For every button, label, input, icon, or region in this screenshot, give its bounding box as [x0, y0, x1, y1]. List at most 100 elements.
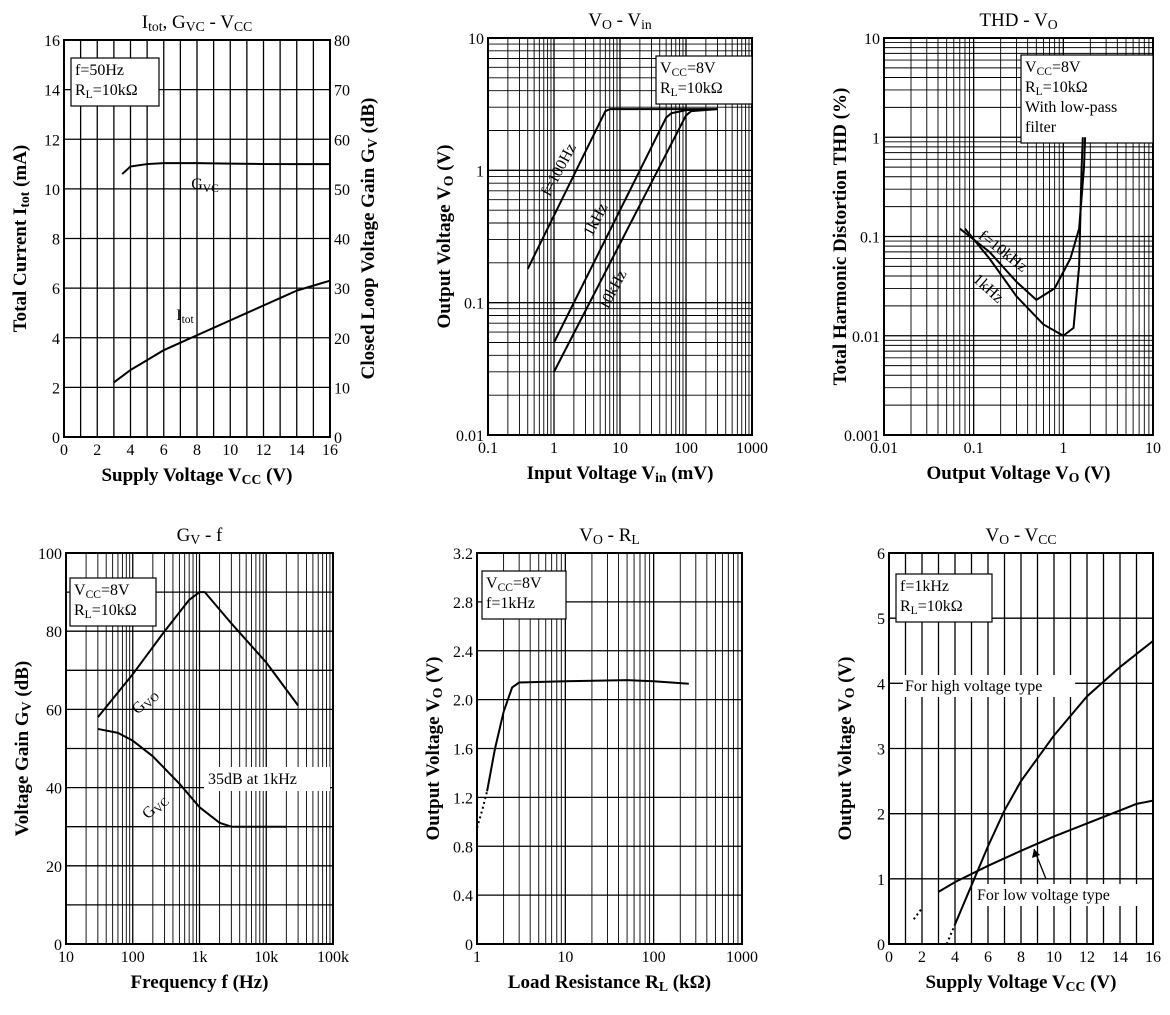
- plot-frame: [63, 39, 331, 438]
- chart-title: VO​ - RL​: [579, 525, 639, 547]
- y-axis-label: Output Voltage VO​ (V): [423, 657, 445, 841]
- annotation-bg: [903, 675, 1076, 697]
- y2-tick-label: 60: [334, 132, 350, 149]
- y-tick-label: 8: [52, 232, 60, 249]
- x-tick-label: 100: [121, 949, 145, 966]
- y-tick-label: 0.8: [453, 839, 473, 856]
- y-tick-label: 2: [52, 380, 60, 397]
- condition-text: f=50Hz: [75, 62, 124, 79]
- chart-itot-gvc-vcc: f=50HzRL​=10kΩ02468101214160246810121416…: [10, 12, 380, 487]
- x-tick-label: 2: [93, 442, 101, 459]
- y-tick-label: 0: [465, 937, 473, 954]
- x-tick-label: 6: [984, 949, 992, 966]
- chart-title: Itot​, GVC​ - VCC​: [142, 12, 252, 34]
- y2-tick-label: 30: [334, 281, 350, 298]
- series-line: [553, 108, 706, 343]
- annotation-bg: [975, 884, 1139, 906]
- y-tick-label: 40: [46, 781, 62, 798]
- y-tick-label: 0.4: [453, 888, 473, 905]
- y-tick-label: 2.4: [453, 644, 473, 661]
- y-tick-label: 12: [44, 132, 60, 149]
- x-tick-label: 6: [160, 442, 168, 459]
- plot-frame: [888, 552, 1154, 945]
- annotation-bg: [204, 767, 330, 791]
- chart-title: THD - VO​: [979, 10, 1057, 32]
- conditions-box: [70, 57, 160, 107]
- x-tick-label: 10: [1046, 949, 1062, 966]
- series-line: [553, 108, 718, 373]
- x-tick-label: 100: [642, 949, 666, 966]
- x-axis-label: Output Voltage VO​ (V): [927, 463, 1111, 485]
- y-tick-label: 1.2: [453, 790, 473, 807]
- series-line-dashed: [912, 907, 923, 920]
- conditions-box: [895, 573, 993, 623]
- annotation-label: GVO​: [129, 686, 162, 719]
- annotation-label: 10kHz: [596, 267, 631, 313]
- x-tick-label: 0.1: [478, 440, 498, 457]
- y-tick-label: 10: [468, 31, 484, 48]
- x-axis-label: Input Voltage Vin​ (mV): [527, 463, 714, 485]
- y-tick-label: 0.1: [464, 296, 484, 313]
- x-tick-label: 1000: [736, 440, 768, 457]
- chart-title: GV​ - f: [177, 525, 223, 547]
- y2-tick-label: 0: [334, 430, 342, 447]
- y-tick-label: 0: [52, 430, 60, 447]
- series-line: [97, 727, 287, 828]
- y-tick-label: 1: [872, 130, 880, 147]
- condition-text: f=1kHz: [900, 578, 949, 595]
- series-line: [113, 279, 331, 384]
- y-tick-label: 14: [44, 83, 60, 100]
- chart-title: VO​ - Vin​: [588, 10, 652, 32]
- y-tick-label: 0.1: [860, 230, 880, 247]
- chart-vo-vin: VCC​=8VRL​=10kΩ0.111010010000.010.1110VO…: [434, 10, 768, 485]
- y2-tick-label: 10: [334, 380, 350, 397]
- x-tick-label: 0: [885, 949, 893, 966]
- y-tick-label: 80: [46, 624, 62, 641]
- x-tick-label: 14: [1112, 949, 1128, 966]
- x-tick-label: 2: [918, 949, 926, 966]
- condition-text: RL​=10kΩ: [660, 80, 723, 99]
- y-tick-label: 10: [864, 31, 880, 48]
- x-axis-label: Supply Voltage VCC​ (V): [925, 972, 1116, 994]
- condition-text: RL​=10kΩ: [75, 82, 138, 101]
- x-tick-label: 1: [473, 949, 481, 966]
- series-line: [486, 679, 689, 792]
- annotation-label: 35dB at 1kHz: [208, 771, 297, 788]
- x-tick-label: 0: [60, 442, 68, 459]
- y-tick-label: 3: [877, 742, 885, 759]
- y-tick-label: 3.2: [453, 546, 473, 563]
- y-tick-label: 0.01: [852, 329, 880, 346]
- x-tick-label: 10: [222, 442, 238, 459]
- y-tick-label: 10: [44, 182, 60, 199]
- y2-tick-label: 50: [334, 182, 350, 199]
- y-tick-label: 0: [54, 937, 62, 954]
- y-tick-label: 1: [877, 872, 885, 889]
- x-tick-label: 0.01: [870, 440, 898, 457]
- x-tick-label: 10: [1145, 440, 1161, 457]
- y-tick-label: 1.6: [453, 742, 473, 759]
- y-tick-label: 6: [52, 281, 60, 298]
- condition-text: VCC​=8V: [1025, 59, 1081, 78]
- y-tick-label: 0.01: [456, 428, 484, 445]
- y-tick-label: 4: [52, 331, 60, 348]
- x-axis-label: Load Resistance RL​ (kΩ): [508, 972, 711, 994]
- x-tick-label: 16: [322, 442, 338, 459]
- y2-tick-label: 80: [334, 33, 350, 50]
- condition-text: f=1kHz: [486, 595, 535, 612]
- conditions-box: [69, 577, 157, 627]
- y-axis-label: Total Harmonic Distortion THD (%): [830, 88, 851, 386]
- y-tick-label: 2.8: [453, 595, 473, 612]
- x-tick-label: 10: [612, 440, 628, 457]
- y-tick-label: 16: [44, 33, 60, 50]
- annotation-label: GVC​: [139, 791, 172, 824]
- y-tick-label: 2: [877, 807, 885, 824]
- x-tick-label: 10: [557, 949, 573, 966]
- y-tick-label: 100: [38, 546, 62, 563]
- y-tick-label: 4: [877, 676, 885, 693]
- series-line-dashed: [476, 791, 489, 829]
- chart-vo-rl: VCC​=8Vf=1kHz 1 10 100 1000 0 0.4 0.8 1.2 1.6 2.0 2…: [423, 525, 758, 994]
- x-tick-label: 4: [127, 442, 135, 459]
- y2-tick-label: 20: [334, 331, 350, 348]
